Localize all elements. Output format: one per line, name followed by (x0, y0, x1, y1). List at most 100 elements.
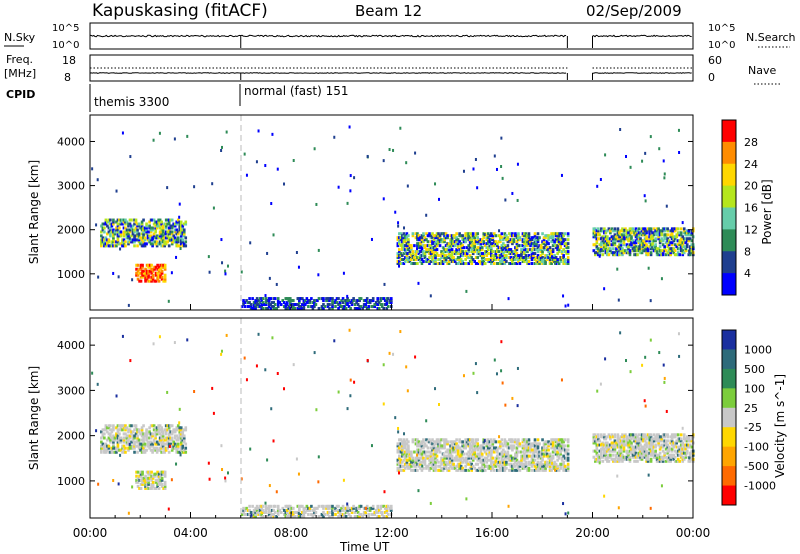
velocity-cell (334, 506, 337, 510)
power-cell (160, 269, 164, 273)
power-cell (417, 258, 421, 262)
power-cell (263, 303, 266, 307)
velocity-cell (559, 464, 562, 468)
power-cell (405, 232, 409, 236)
velocity-cell (110, 450, 114, 454)
power-cell (488, 260, 492, 264)
power-cell (106, 224, 109, 228)
trace-line (89, 34, 692, 38)
power-cell (642, 239, 645, 243)
velocity-cell (503, 438, 507, 442)
velocity-cell (675, 459, 679, 463)
power-cell (538, 260, 541, 264)
power-cell (500, 252, 504, 256)
power-cell (208, 270, 211, 274)
velocity-cell (272, 512, 276, 516)
velocity-cell (539, 456, 543, 460)
velocity-cell (557, 438, 561, 442)
power-cell (553, 240, 556, 244)
velocity-cell (667, 459, 671, 463)
velocity-cell (322, 506, 325, 510)
power-cell (151, 236, 154, 240)
velocity-cell (455, 442, 458, 446)
power-cell (139, 275, 143, 279)
velocity-cell (151, 484, 155, 488)
velocity-cell (639, 443, 642, 447)
velocity-cell (279, 510, 283, 514)
power-cell (450, 260, 454, 264)
velocity-cell (521, 462, 525, 466)
power-cell (154, 265, 158, 269)
power-cell (673, 235, 677, 239)
velocity-cell (397, 430, 400, 434)
velocity-cell (410, 450, 413, 454)
power-cell (157, 269, 161, 273)
velocity-cell (479, 454, 483, 458)
velocity-cell (465, 442, 469, 446)
power-cell (493, 254, 496, 258)
power-cell (401, 240, 404, 244)
velocity-cell (181, 446, 185, 450)
power-cell (511, 240, 514, 244)
power-cell (140, 236, 144, 240)
velocity-cell (646, 453, 650, 457)
power-cell (548, 250, 552, 254)
velocity-cell (408, 462, 412, 466)
velocity-cell (420, 454, 424, 458)
velocity-cell (104, 424, 108, 428)
velocity-cell (682, 435, 686, 439)
velocity-cell (470, 462, 473, 466)
velocity-cell (149, 434, 153, 438)
power-cell (563, 238, 567, 242)
power-cell (496, 256, 499, 260)
power-cell (678, 150, 681, 154)
velocity-cell (535, 468, 538, 472)
power-cell (443, 250, 446, 254)
power-cell (619, 243, 623, 247)
power-cell (167, 228, 171, 232)
power-cell (619, 128, 622, 132)
velocity-cell (503, 460, 507, 464)
power-cell (147, 275, 150, 279)
power-cell (612, 229, 615, 233)
velocity-cell (311, 515, 315, 518)
velocity-cell (514, 464, 517, 468)
velocity-cell (606, 459, 609, 463)
power-cell (470, 256, 473, 260)
velocity-cell (145, 436, 148, 440)
velocity-cell (401, 460, 404, 464)
power-cell (151, 273, 155, 277)
power-cell (410, 248, 413, 252)
velocity-cell (482, 468, 486, 472)
power-cell (146, 236, 150, 240)
power-ylabel: Slant Range [km] (27, 160, 41, 264)
power-cell (288, 297, 292, 301)
power-cell (122, 234, 126, 238)
power-cell (143, 226, 147, 230)
power-cell (663, 235, 666, 239)
velocity-cell (152, 428, 156, 432)
power-cell (440, 262, 443, 265)
power-cell (133, 230, 136, 234)
velocity-cell (135, 474, 138, 478)
velocity-cell (482, 448, 486, 452)
velocity-cell (299, 512, 303, 516)
power-cell (419, 250, 422, 254)
velocity-cell (133, 434, 136, 438)
power-cell (431, 250, 434, 254)
power-cell (562, 294, 565, 298)
power-cell (122, 230, 126, 234)
velocity-cell (643, 447, 647, 451)
power-cell (616, 229, 620, 233)
power-cell (155, 220, 159, 224)
power-cell (471, 252, 475, 256)
power-cell (276, 167, 279, 171)
power-cell (334, 305, 337, 309)
velocity-cell (664, 439, 668, 443)
power-cell (142, 273, 146, 277)
power-cell (675, 253, 679, 257)
velocity-cell (592, 437, 596, 441)
power-cell (182, 230, 186, 234)
power-cell (658, 249, 662, 253)
power-cell (142, 234, 145, 238)
